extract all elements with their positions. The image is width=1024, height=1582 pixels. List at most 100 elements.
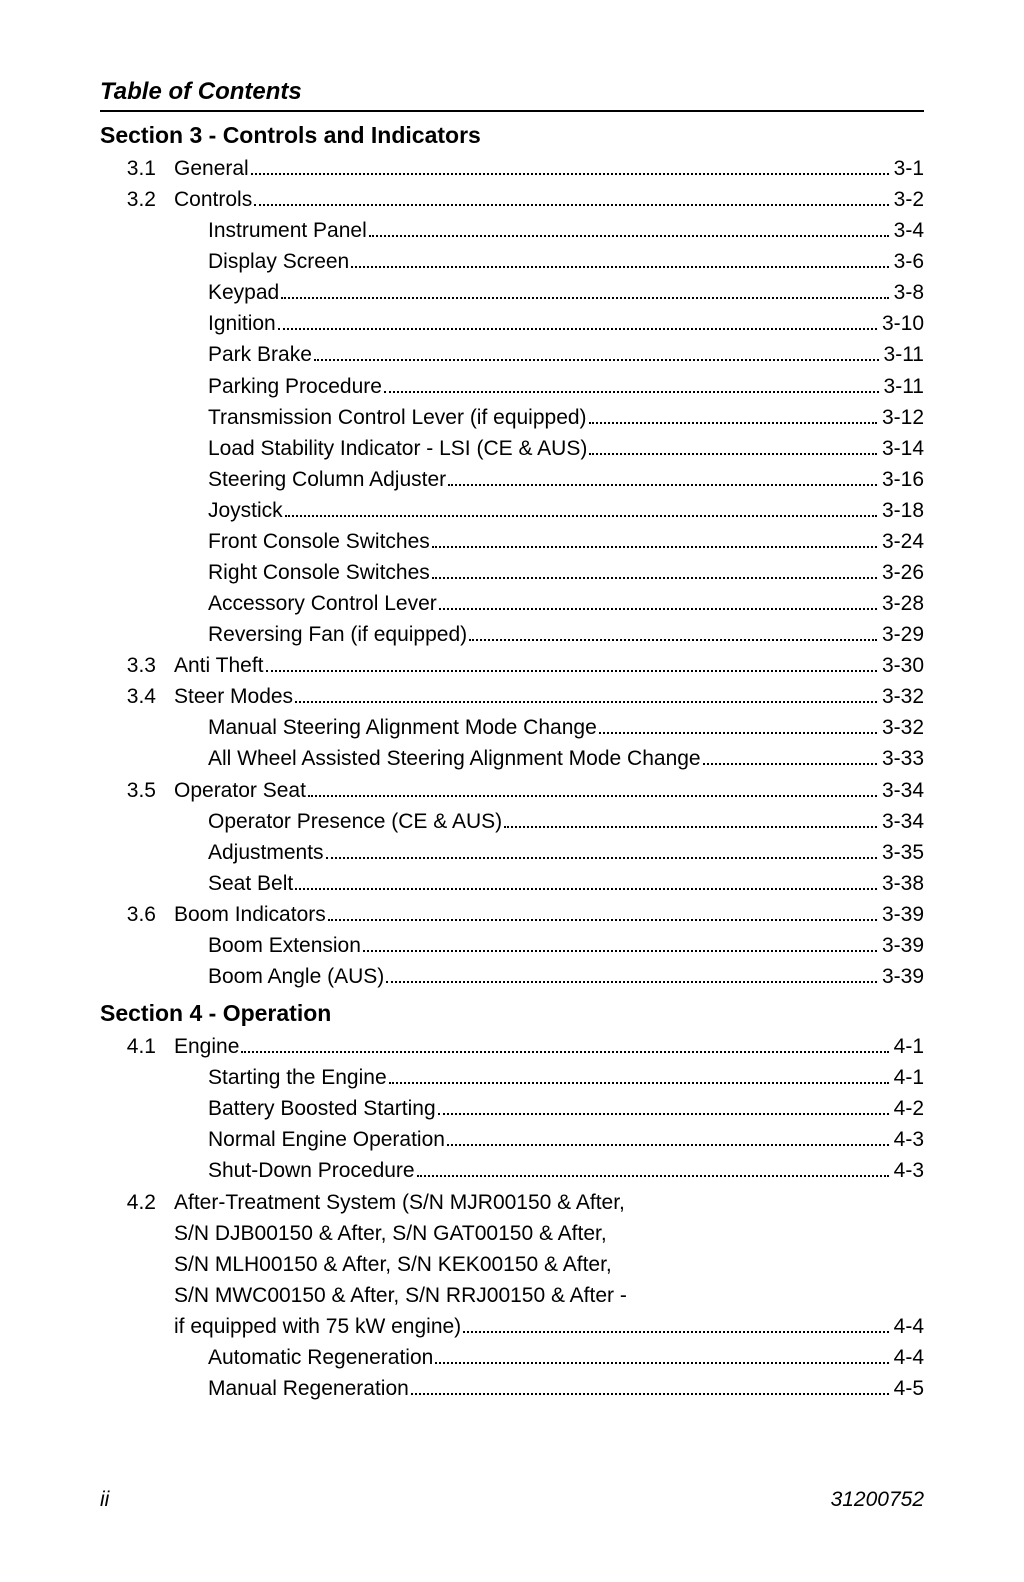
leader-dots [295, 691, 877, 704]
entry-title: Anti Theft [174, 650, 264, 681]
entry-page: 3-39 [880, 899, 924, 930]
toc-subentry: Boom Angle (AUS)3-39 [100, 961, 924, 992]
toc-subentry: Battery Boosted Starting4-2 [100, 1093, 924, 1124]
entry-title: Accessory Control Lever [208, 588, 437, 619]
section-heading: Section 3 - Controls and Indicators [100, 122, 924, 149]
entry-page: 3-35 [880, 837, 924, 868]
entry-page: 3-32 [880, 712, 924, 743]
leader-dots [439, 598, 877, 611]
entry-number: 3.3 [100, 650, 174, 681]
leader-dots [504, 815, 877, 828]
page-footer: ii 31200752 [100, 1488, 924, 1512]
entry-title: Display Screen [208, 246, 349, 277]
entry-page: 3-34 [880, 775, 924, 806]
leader-dots [351, 256, 888, 269]
entry-title: General [174, 153, 249, 184]
leader-dots [703, 753, 877, 766]
leader-dots [384, 380, 879, 393]
leader-dots [308, 784, 877, 797]
entry-title: Shut-Down Procedure [208, 1155, 415, 1186]
entry-title: Controls [174, 184, 252, 215]
entry-number: 3.2 [100, 184, 174, 215]
entry-page: 4-3 [892, 1124, 924, 1155]
entry-title: Joystick [208, 495, 283, 526]
leader-dots [447, 1134, 889, 1147]
entry-page: 4-2 [892, 1093, 924, 1124]
entry-number: 4.1 [100, 1031, 174, 1062]
entry-title: Parking Procedure [208, 371, 382, 402]
toc-subentry: Seat Belt3-38 [100, 868, 924, 899]
toc-entry: 3.6Boom Indicators 3-39 [100, 899, 924, 930]
entry-title: Starting the Engine [208, 1062, 387, 1093]
entry-title: Steer Modes [174, 681, 293, 712]
section-entries: 4.1Engine4-1Starting the Engine 4-1Batter… [100, 1031, 924, 1404]
toc-entry-cont: S/N DJB00150 & After, S/N GAT00150 & Aft… [100, 1218, 924, 1249]
leader-dots [281, 287, 888, 300]
entry-number: 3.6 [100, 899, 174, 930]
leader-dots [589, 411, 877, 424]
section-heading: Section 4 - Operation [100, 1000, 924, 1027]
toc-entry: 4.1Engine4-1 [100, 1031, 924, 1062]
leader-dots [599, 722, 877, 735]
leader-dots [328, 908, 877, 921]
entry-title: Keypad [208, 277, 279, 308]
entry-title: Normal Engine Operation [208, 1124, 445, 1155]
entry-page: 3-6 [892, 246, 924, 277]
entry-page: 3-4 [892, 215, 924, 246]
entry-page: 3-29 [880, 619, 924, 650]
footer-doc-id: 31200752 [831, 1488, 924, 1512]
leader-dots [417, 1165, 889, 1178]
entry-page: 3-30 [880, 650, 924, 681]
toc-entry: 3.1General 3-1 [100, 153, 924, 184]
leader-dots [295, 877, 877, 890]
entry-title: Load Stability Indicator - LSI (CE & AUS… [208, 433, 587, 464]
toc-body: Section 3 - Controls and Indicators 3.1Ge… [100, 122, 924, 1404]
toc-entry-cont: if equipped with 75 kW engine) 4-4 [100, 1311, 924, 1342]
entry-page: 4-4 [892, 1342, 924, 1373]
toc-subentry: Steering Column Adjuster3-16 [100, 464, 924, 495]
entry-page: 3-33 [880, 743, 924, 774]
entry-title: Park Brake [208, 339, 312, 370]
entry-title: Instrument Panel [208, 215, 367, 246]
leader-dots [278, 318, 877, 331]
toc-subentry: Operator Presence (CE & AUS)3-34 [100, 806, 924, 837]
entry-title: Adjustments [208, 837, 324, 868]
entry-title: Automatic Regeneration [208, 1342, 433, 1373]
entry-page: 3-1 [892, 153, 924, 184]
entry-page: 3-2 [892, 184, 924, 215]
toc-subentry: Right Console Switches3-26 [100, 557, 924, 588]
entry-title: Boom Indicators [174, 899, 326, 930]
toc-subentry: Keypad3-8 [100, 277, 924, 308]
toc-entry: 3.4Steer Modes3-32 [100, 681, 924, 712]
entry-title: if equipped with 75 kW engine) [174, 1311, 461, 1342]
leader-dots [326, 846, 877, 859]
toc-subentry: Manual Regeneration4-5 [100, 1373, 924, 1404]
leader-dots [241, 1041, 888, 1054]
toc-subentry: Ignition3-10 [100, 308, 924, 339]
entry-title: Seat Belt [208, 868, 293, 899]
toc-subentry: Automatic Regeneration 4-4 [100, 1342, 924, 1373]
entry-page: 3-10 [880, 308, 924, 339]
toc-subentry: Reversing Fan (if equipped)3-29 [100, 619, 924, 650]
entry-page: 3-39 [880, 961, 924, 992]
toc-subentry: Shut-Down Procedure4-3 [100, 1155, 924, 1186]
entry-page: 3-39 [880, 930, 924, 961]
leader-dots [266, 660, 877, 673]
toc-entry: 3.2Controls 3-2 [100, 184, 924, 215]
entry-number: 3.5 [100, 775, 174, 806]
leader-dots [432, 535, 877, 548]
entry-page: 3-28 [880, 588, 924, 619]
entry-page: 4-4 [892, 1311, 924, 1342]
entry-title: Operator Presence (CE & AUS) [208, 806, 502, 837]
leader-dots [254, 193, 888, 206]
entry-title: Front Console Switches [208, 526, 430, 557]
toc-subentry: Load Stability Indicator - LSI (CE & AUS… [100, 433, 924, 464]
entry-title: Steering Column Adjuster [208, 464, 446, 495]
entry-page: 3-12 [880, 402, 924, 433]
entry-page: 4-1 [892, 1062, 924, 1093]
entry-title: Transmission Control Lever (if equipped) [208, 402, 587, 433]
toc-entry: 3.5Operator Seat3-34 [100, 775, 924, 806]
toc-entry: 3.3Anti Theft 3-30 [100, 650, 924, 681]
entry-page: 3-26 [880, 557, 924, 588]
entry-number: 3.1 [100, 153, 174, 184]
